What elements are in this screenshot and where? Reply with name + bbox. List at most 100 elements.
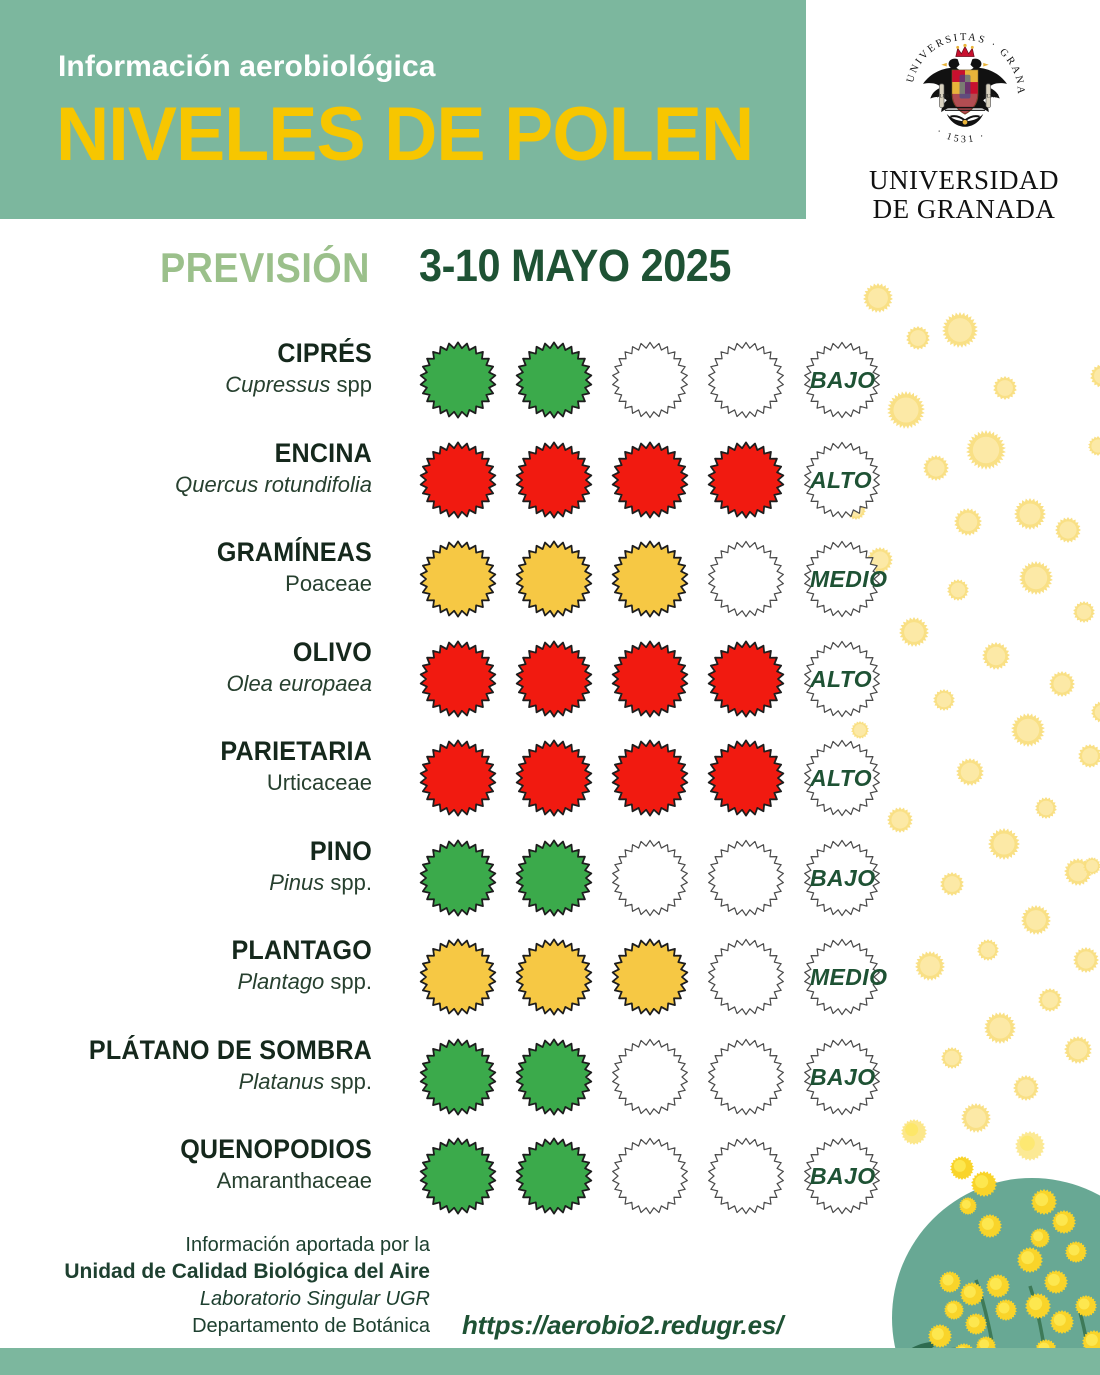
pollen-level-label: BAJO xyxy=(810,1063,876,1090)
pollen-grain-filled xyxy=(611,640,689,717)
pollen-row: CIPRÉS Cupressus spp BAJO xyxy=(0,340,1100,436)
pollen-level-label: BAJO xyxy=(810,864,876,891)
footer-line-2: Unidad de Calidad Biológica del Aire xyxy=(64,1260,430,1284)
pollen-grain-empty xyxy=(804,540,880,618)
website-url[interactable]: https://aerobio2.redugr.es/ xyxy=(462,1310,784,1340)
pollen-level-indicator xyxy=(418,738,898,818)
forecast-date-range: 3-10 MAYO 2025 xyxy=(419,240,731,291)
pollen-grain-empty xyxy=(708,1137,784,1215)
pollen-row-names: PLANTAGO Plantago spp. xyxy=(0,937,372,994)
header-band xyxy=(0,0,806,219)
pollen-level-indicator xyxy=(418,539,898,619)
pollen-row-names: QUENOPODIOS Amaranthaceae xyxy=(0,1134,372,1193)
plant-common-name: CIPRÉS xyxy=(277,338,372,368)
pollen-grain-filled xyxy=(419,441,497,518)
pollen-grain-empty xyxy=(804,739,880,817)
svg-text:PLUS: PLUS xyxy=(937,95,949,100)
pollen-level-indicator xyxy=(418,340,898,420)
plant-scientific-name: Olea europaea xyxy=(226,670,372,696)
plant-common-name: PLÁTANO DE SOMBRA xyxy=(88,1034,372,1065)
pollen-level-label: MEDIO xyxy=(810,566,888,592)
pollen-grain-empty xyxy=(804,839,880,916)
footer-band xyxy=(0,1348,1100,1375)
decorative-pollen-core xyxy=(948,318,972,342)
pollen-grain-filled xyxy=(515,540,593,618)
pollen-grain-empty xyxy=(804,640,880,717)
pollen-row: ENCINA Quercus rotundifolia ALTO xyxy=(0,437,1100,536)
footer-line-3: Laboratorio Singular UGR xyxy=(199,1288,430,1311)
pollen-grain-empty xyxy=(804,1137,880,1215)
pollen-grain-filled xyxy=(419,540,497,618)
pollen-grain-filled xyxy=(515,938,593,1016)
pollen-grain-filled xyxy=(419,1038,497,1115)
pollen-grain-filled xyxy=(515,1137,593,1215)
pollen-level-indicator xyxy=(418,937,898,1017)
pollen-grain-filled xyxy=(515,739,593,817)
pollen-grain-empty xyxy=(804,1038,880,1115)
pollen-grain-filled xyxy=(515,640,593,717)
pollen-grain-filled xyxy=(515,441,593,518)
pollen-grain-empty xyxy=(708,839,784,916)
pollen-row-names: PARIETARIA Urticaceae xyxy=(0,736,372,795)
pollen-grain-empty xyxy=(804,938,880,1016)
header-kicker: Información aerobiológica xyxy=(58,50,436,83)
pollen-grain-filled xyxy=(515,341,593,419)
footer-line-4: Departamento de Botánica xyxy=(192,1314,430,1337)
pollen-grain-filled xyxy=(515,1038,593,1115)
pollen-row: PLANTAGO Plantago spp. MEDIO xyxy=(0,937,1100,1033)
pollen-grain-filled xyxy=(611,441,689,518)
pollen-level-indicator xyxy=(418,1037,898,1117)
pollen-row-names: ENCINA Quercus rotundifolia xyxy=(0,437,372,497)
pollen-row: QUENOPODIOS Amaranthaceae BAJO xyxy=(0,1136,1100,1232)
pollen-level-label: MEDIO xyxy=(810,964,888,990)
pollen-grain-empty xyxy=(708,540,784,618)
pollen-row-names: GRAMÍNEAS Poaceae xyxy=(0,537,372,596)
plant-common-name: QUENOPODIOS xyxy=(180,1134,372,1164)
pollen-level-label: ALTO xyxy=(810,466,873,493)
pollen-grain-empty xyxy=(708,341,784,419)
pollen-row: GRAMÍNEAS Poaceae MEDIO xyxy=(0,539,1100,635)
decorative-pollen-grain xyxy=(863,283,893,313)
pollen-row-names: OLIVO Olea europaea xyxy=(0,636,372,696)
plant-scientific-name: Platanus spp. xyxy=(238,1068,372,1094)
plant-common-name: PARIETARIA xyxy=(220,736,372,766)
pollen-level-label: ALTO xyxy=(810,665,873,692)
svg-text:· 1531 ·: · 1531 · xyxy=(934,126,988,145)
pollen-grain-filled xyxy=(611,540,689,618)
pollen-level-label: BAJO xyxy=(810,1163,876,1189)
decorative-pollen-core xyxy=(868,288,888,308)
ugr-logo-line2: DE GRANADA xyxy=(872,194,1056,225)
plant-scientific-name: Quercus rotundifolia xyxy=(175,471,372,497)
pollen-grain-filled xyxy=(419,839,497,916)
plant-common-name: OLIVO xyxy=(292,636,372,667)
pollen-grain-filled xyxy=(707,739,785,817)
pollen-row: PINO Pinus spp. BAJO xyxy=(0,837,1100,934)
plant-scientific-name: Poaceae xyxy=(285,571,372,596)
pollen-grain-filled xyxy=(515,839,593,916)
pollen-grain-filled xyxy=(419,739,497,817)
pollen-level-indicator xyxy=(418,639,898,719)
pollen-grain-empty xyxy=(708,1038,784,1115)
pollen-grain-empty xyxy=(804,341,880,419)
pollen-grain-empty xyxy=(612,341,688,419)
pollen-row: PARIETARIA Urticaceae ALTO xyxy=(0,738,1100,834)
pollen-grain-empty xyxy=(612,1038,688,1115)
pollen-row-names: CIPRÉS Cupressus spp xyxy=(0,338,372,397)
pollen-grain-filled xyxy=(419,938,497,1016)
forecast-label: PREVISIÓN xyxy=(160,244,370,291)
ugr-logo-text: UNIVERSIDAD DE GRANADA xyxy=(846,165,1082,225)
pollen-grain-empty xyxy=(612,839,688,916)
pollen-grain-empty xyxy=(804,441,880,518)
pollen-grain-filled xyxy=(707,640,785,717)
plant-scientific-name: Plantago spp. xyxy=(237,969,372,994)
footer: Información aportada por la Unidad de Ca… xyxy=(0,1232,1100,1352)
pollen-grain-filled xyxy=(611,938,689,1016)
pollen-level-label: ALTO xyxy=(810,765,873,791)
pollen-level-indicator xyxy=(418,1136,898,1216)
plant-scientific-name: Amaranthaceae xyxy=(216,1168,372,1193)
plant-common-name: GRAMÍNEAS xyxy=(216,537,372,567)
pollen-grain-filled xyxy=(419,341,497,419)
plant-common-name: ENCINA xyxy=(274,437,372,468)
footer-line-1: Información aportada por la xyxy=(185,1234,430,1256)
